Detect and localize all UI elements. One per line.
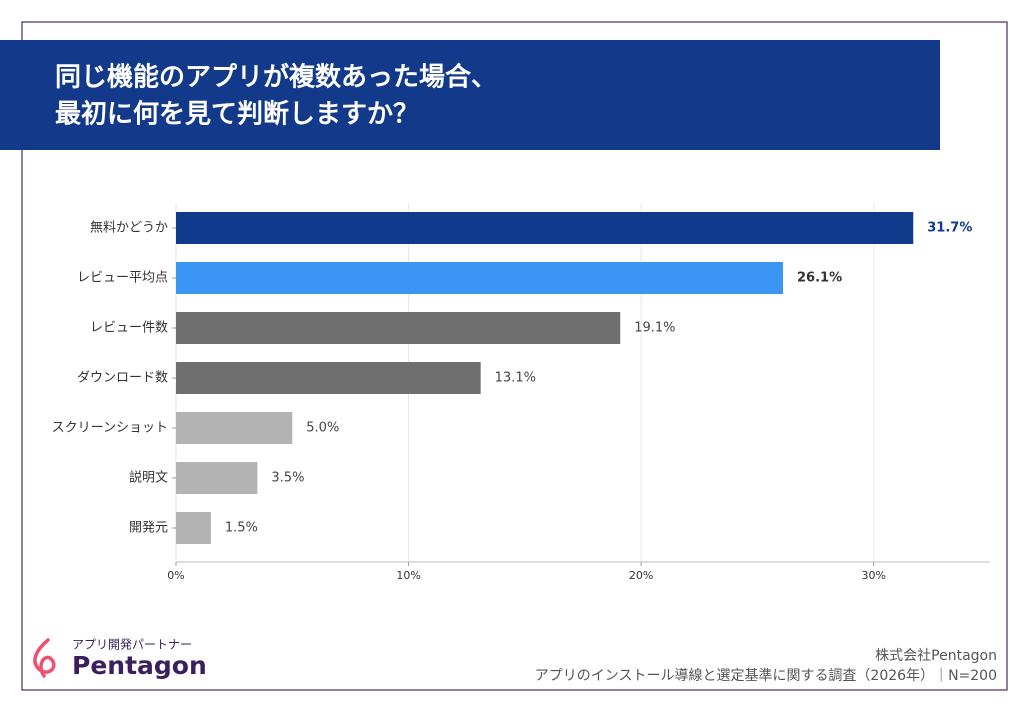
y-tick-label: ダウンロード数 <box>77 371 168 386</box>
value-label: 13.1% <box>495 371 536 386</box>
bar <box>176 212 914 244</box>
brand-tagline: アプリ開発パートナー <box>72 638 192 652</box>
bar <box>176 262 784 294</box>
plot: 0% 10% 20% 30% 無料かどうか 31.7% レビュー平均点 26.1% レビュー件数… <box>52 203 990 582</box>
value-label: 1.5% <box>225 521 258 536</box>
y-tick-label: スクリーンショット <box>52 421 168 436</box>
bar <box>176 362 481 394</box>
x-tick-label: 20% <box>629 569 653 582</box>
y-tick-label: 無料かどうか <box>90 221 168 236</box>
company: 株式会社Pentagon <box>875 648 997 664</box>
value-label: 5.0% <box>306 421 339 436</box>
chart-title: 最初に何を見て判断しますか？ <box>55 99 419 130</box>
value-label: 31.7% <box>927 221 972 236</box>
y-tick-label: レビュー件数 <box>90 321 168 336</box>
x-tick-label: 0% <box>167 569 184 582</box>
bar <box>176 512 211 544</box>
brand-name: Pentagon <box>72 651 207 680</box>
value-label: 19.1% <box>634 321 675 336</box>
bar <box>176 412 293 444</box>
value-label: 3.5% <box>271 471 304 486</box>
frame <box>21 21 1008 691</box>
y-tick-label: 説明文 <box>129 470 168 486</box>
value-label: 26.1% <box>797 271 842 286</box>
bar <box>176 312 621 344</box>
y-tick-label: レビュー平均点 <box>77 271 168 286</box>
source: アプリのインストール導線と選定基準に関する調査（2026年）｜N=200 <box>535 667 997 684</box>
logo-mark <box>33 638 56 678</box>
x-tick-label: 30% <box>861 569 885 582</box>
title-banner <box>0 40 940 150</box>
chart-title: 同じ機能のアプリが複数あった場合、 <box>55 62 497 93</box>
x-tick-label: 10% <box>396 569 420 582</box>
bar <box>176 462 258 494</box>
y-tick-label: 開発元 <box>129 521 168 536</box>
